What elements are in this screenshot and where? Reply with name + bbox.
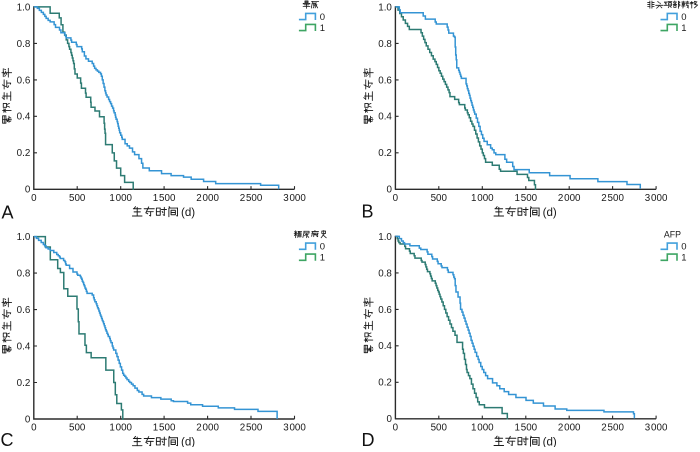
svg-text:1: 1 [320, 253, 325, 264]
svg-text:0.4: 0.4 [17, 112, 31, 123]
svg-text:0.2: 0.2 [378, 378, 392, 389]
svg-text:0.8: 0.8 [17, 39, 31, 50]
svg-text:0.4: 0.4 [17, 341, 31, 352]
svg-text:0.6: 0.6 [378, 75, 392, 86]
svg-text:B: B [362, 202, 374, 222]
svg-text:2 000: 2 000 [558, 193, 581, 204]
svg-text:0: 0 [681, 12, 686, 23]
svg-text:0.8: 0.8 [378, 39, 392, 50]
svg-text:1 500: 1 500 [153, 193, 176, 204]
svg-text:0: 0 [386, 185, 392, 196]
svg-text:500: 500 [69, 423, 86, 434]
svg-text:3 000: 3 000 [283, 193, 306, 204]
svg-text:(d): (d) [543, 436, 557, 448]
svg-text:0: 0 [320, 12, 325, 23]
svg-text:500: 500 [69, 193, 86, 204]
svg-text:2 500: 2 500 [601, 422, 624, 433]
svg-text:0: 0 [25, 414, 31, 425]
svg-text:0: 0 [681, 242, 686, 253]
svg-text:0: 0 [393, 193, 399, 204]
svg-text:0: 0 [320, 242, 325, 253]
svg-text:1.0: 1.0 [17, 232, 31, 243]
svg-text:(d): (d) [181, 206, 195, 219]
svg-text:0.6: 0.6 [17, 305, 31, 316]
svg-text:1 500: 1 500 [153, 423, 176, 434]
svg-text:AFP: AFP [664, 230, 681, 240]
svg-text:3 000: 3 000 [283, 423, 306, 434]
svg-text:0.8: 0.8 [17, 269, 31, 280]
svg-text:0: 0 [25, 185, 31, 196]
svg-text:0.8: 0.8 [378, 268, 392, 279]
svg-text:1 000: 1 000 [109, 423, 132, 434]
svg-text:A: A [2, 203, 14, 223]
svg-text:1 000: 1 000 [109, 193, 132, 204]
svg-text:1.0: 1.0 [378, 232, 392, 243]
svg-text:500: 500 [431, 193, 448, 204]
svg-text:2 500: 2 500 [240, 193, 263, 204]
svg-text:1 500: 1 500 [514, 193, 537, 204]
svg-text:2 000: 2 000 [558, 422, 581, 433]
svg-text:0: 0 [31, 423, 37, 434]
svg-text:(d): (d) [543, 206, 557, 219]
svg-text:C: C [1, 430, 14, 447]
svg-text:0: 0 [386, 414, 392, 425]
svg-text:0.2: 0.2 [378, 148, 392, 159]
svg-text:D: D [362, 430, 375, 447]
svg-text:0: 0 [393, 422, 399, 433]
svg-text:500: 500 [431, 422, 448, 433]
svg-text:0.4: 0.4 [378, 341, 392, 352]
svg-text:1: 1 [681, 253, 686, 264]
svg-text:1.0: 1.0 [378, 2, 392, 13]
svg-text:2 500: 2 500 [240, 423, 263, 434]
svg-text:2 000: 2 000 [196, 193, 219, 204]
svg-text:1 000: 1 000 [471, 422, 494, 433]
svg-text:3 000: 3 000 [645, 193, 668, 204]
svg-text:1: 1 [320, 23, 325, 34]
svg-text:2 500: 2 500 [601, 193, 624, 204]
svg-text:3 000: 3 000 [645, 422, 668, 433]
svg-text:0.6: 0.6 [378, 305, 392, 316]
svg-text:0.2: 0.2 [17, 148, 31, 159]
svg-text:(d): (d) [181, 436, 195, 447]
svg-text:0.6: 0.6 [17, 75, 31, 86]
svg-text:2 000: 2 000 [196, 423, 219, 434]
svg-text:1.0: 1.0 [17, 2, 31, 13]
svg-text:1: 1 [681, 23, 686, 34]
svg-text:0.2: 0.2 [17, 378, 31, 389]
svg-text:0: 0 [31, 193, 37, 204]
svg-text:1 500: 1 500 [514, 422, 537, 433]
svg-text:1 000: 1 000 [471, 193, 494, 204]
svg-text:0.4: 0.4 [378, 112, 392, 123]
